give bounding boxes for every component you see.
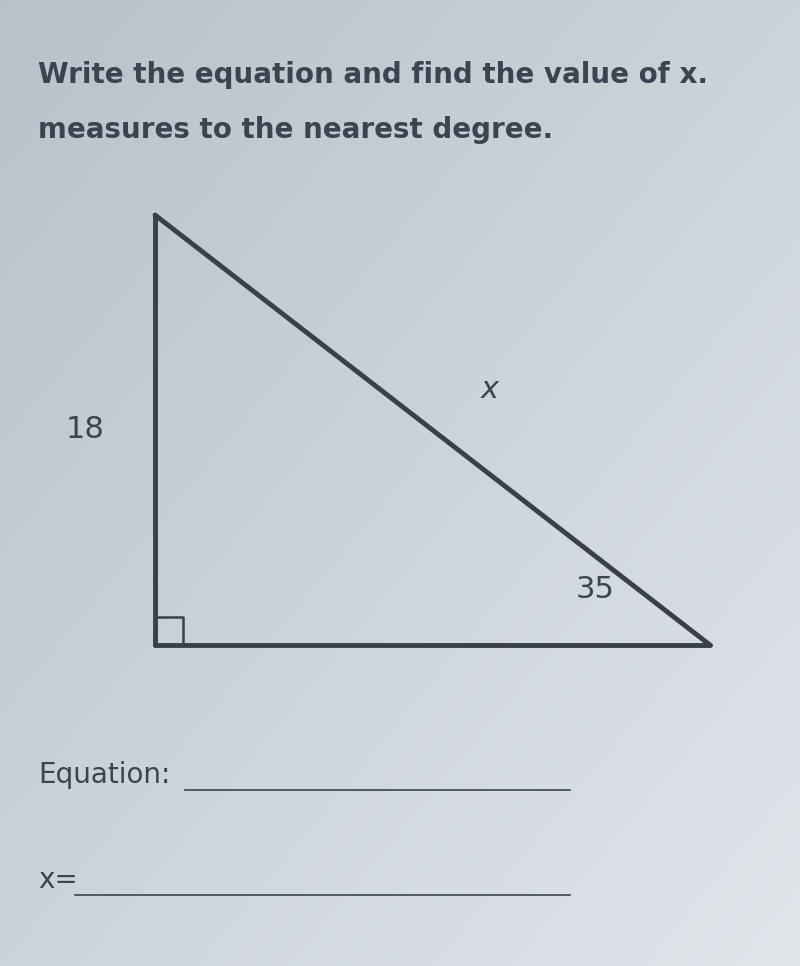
Text: 18: 18 xyxy=(66,415,105,444)
Text: x=: x= xyxy=(38,866,78,894)
Text: Equation:: Equation: xyxy=(38,761,170,789)
Text: measures to the nearest degree.: measures to the nearest degree. xyxy=(38,116,553,144)
Text: x: x xyxy=(481,376,499,405)
Text: 35: 35 xyxy=(575,576,614,605)
Text: Write the equation and find the value of x.: Write the equation and find the value of… xyxy=(38,61,708,89)
